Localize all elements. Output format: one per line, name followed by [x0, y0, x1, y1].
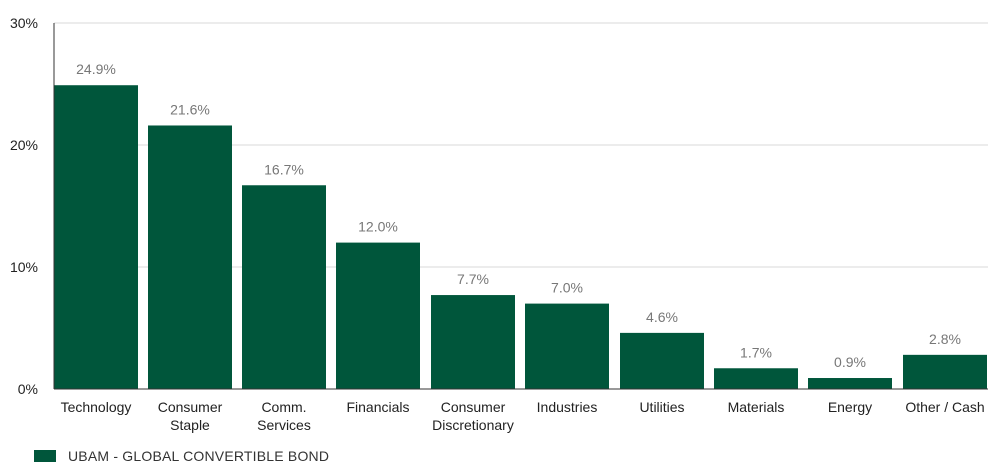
x-tick-label: Materials [728, 399, 785, 415]
x-tick-label: Consumer Discretionary [432, 399, 514, 433]
bar-2 [242, 185, 326, 389]
data-label: 4.6% [646, 309, 678, 325]
data-label: 7.7% [457, 271, 489, 287]
bar-4 [431, 295, 515, 389]
legend-label: UBAM - GLOBAL CONVERTIBLE BOND [68, 448, 330, 464]
bar-7 [714, 368, 798, 389]
data-label: 2.8% [929, 331, 961, 347]
x-tick-label: Energy [828, 399, 872, 415]
x-tick-label: Comm. Services [257, 399, 311, 433]
data-label: 1.7% [740, 344, 772, 360]
data-label: 21.6% [170, 101, 210, 117]
bar-5 [525, 303, 609, 389]
data-label: 7.0% [551, 280, 583, 296]
data-label: 12.0% [358, 219, 398, 235]
y-tick-label: 20% [10, 137, 38, 153]
x-tick-label: Consumer Staple [158, 399, 223, 433]
data-label: 0.9% [834, 354, 866, 370]
x-tick-label: Industries [537, 399, 598, 415]
bar-1 [148, 125, 232, 389]
bar-9 [903, 354, 987, 389]
x-tick-label: Other / Cash [905, 399, 984, 415]
y-tick-label: 10% [10, 259, 38, 275]
legend-swatch [34, 450, 56, 462]
bar-0 [54, 85, 138, 389]
bar-3 [336, 242, 420, 389]
bar-6 [620, 332, 704, 389]
bar-8 [808, 378, 892, 389]
legend: UBAM - GLOBAL CONVERTIBLE BOND [34, 446, 329, 466]
data-label: 16.7% [264, 161, 304, 177]
y-tick-label: 30% [10, 15, 38, 31]
x-tick-label: Technology [61, 399, 132, 415]
y-tick-label: 0% [18, 381, 38, 397]
x-tick-label: Financials [346, 399, 409, 415]
data-label: 24.9% [76, 61, 116, 77]
x-tick-label: Utilities [639, 399, 684, 415]
